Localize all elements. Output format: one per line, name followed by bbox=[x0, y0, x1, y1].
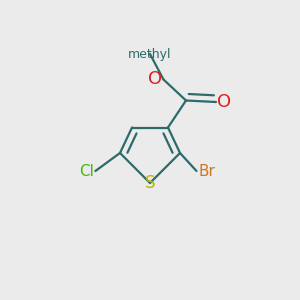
Text: methyl: methyl bbox=[128, 47, 172, 61]
Text: Cl: Cl bbox=[79, 164, 94, 178]
Text: O: O bbox=[148, 70, 162, 88]
Text: S: S bbox=[145, 174, 155, 192]
Text: O: O bbox=[218, 93, 232, 111]
Text: Br: Br bbox=[198, 164, 215, 178]
